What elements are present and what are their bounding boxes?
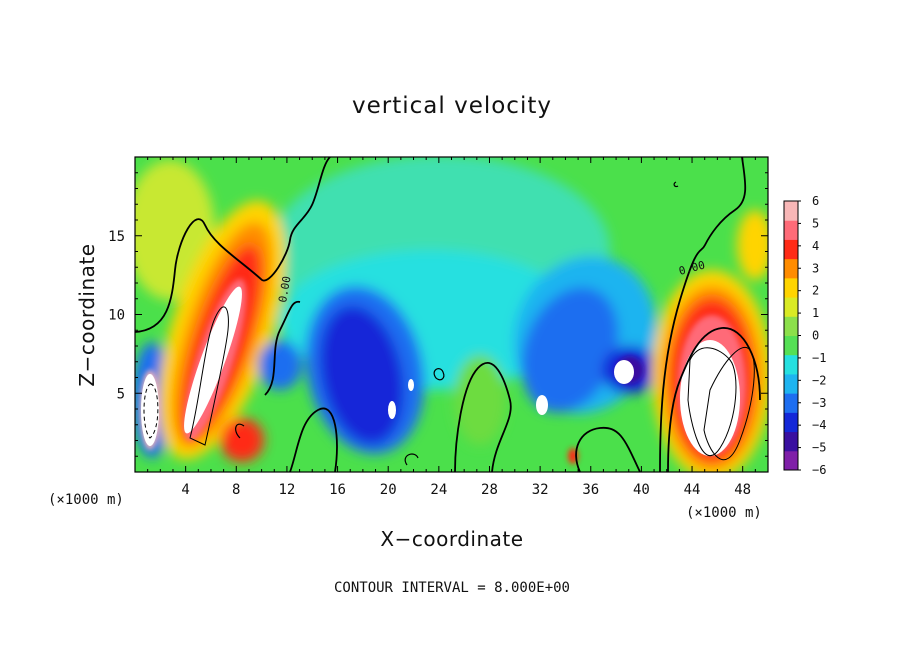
x-tick-label: 8 bbox=[232, 482, 240, 498]
colorbar-swatch bbox=[784, 239, 798, 260]
blob-green-mid bbox=[454, 355, 506, 445]
colorbar-label: 5 bbox=[812, 216, 819, 230]
zero-contour-middle-left bbox=[264, 300, 301, 396]
blob-yellow-right bbox=[737, 210, 768, 280]
colorbar-label: 2 bbox=[812, 284, 819, 298]
colorbar-swatch bbox=[784, 431, 798, 452]
blob-blue-small bbox=[258, 340, 302, 390]
colorbar-label: −2 bbox=[812, 373, 826, 387]
contour-small-3 bbox=[433, 368, 445, 381]
x-tick-label: 32 bbox=[532, 482, 549, 498]
x-axis-label: X−coordinate bbox=[380, 527, 523, 551]
colorbar-swatch bbox=[784, 450, 798, 471]
x-tick-label: 24 bbox=[430, 482, 447, 498]
colorbar-swatch bbox=[784, 373, 798, 394]
x-tick-label: 48 bbox=[734, 482, 751, 498]
colorbar-swatch bbox=[784, 335, 798, 356]
colorbar-swatch bbox=[784, 393, 798, 413]
white-core-small-1 bbox=[388, 401, 396, 419]
contour-right-inner-2 bbox=[703, 347, 755, 461]
blob-red-small bbox=[220, 418, 264, 462]
colorbar-swatch bbox=[784, 220, 798, 240]
x-unit-left: (×1000 m) bbox=[48, 492, 124, 508]
colorbar-label: 4 bbox=[812, 239, 819, 253]
contour-interval-note: CONTOUR INTERVAL = 8.000E+00 bbox=[334, 580, 570, 596]
y-tick-label: 5 bbox=[117, 386, 125, 402]
colorbar-label: 0 bbox=[812, 329, 819, 343]
x-tick-label: 16 bbox=[329, 482, 346, 498]
colorbar-label: −5 bbox=[812, 441, 826, 455]
contour-plume-left bbox=[189, 306, 229, 446]
contour-label-left: 0.00 bbox=[276, 275, 293, 303]
x-axis-ticks: 4 8 12 16 20 24 28 32 36 40 44 48 bbox=[147, 157, 756, 498]
colorbar-swatch bbox=[784, 297, 798, 317]
x-tick-label: 4 bbox=[181, 482, 189, 498]
contour-small-1 bbox=[235, 423, 245, 439]
y-tick-label: 15 bbox=[108, 229, 125, 245]
colorbar-label: 6 bbox=[812, 194, 819, 208]
zero-contour-green-patch bbox=[454, 362, 512, 472]
contours bbox=[135, 157, 761, 472]
colorbar-label: −4 bbox=[812, 418, 826, 432]
x-tick-label: 12 bbox=[278, 482, 295, 498]
white-core-purple bbox=[614, 360, 634, 384]
y-axis-ticks: 5 10 15 bbox=[108, 172, 768, 457]
downdraft-band-1-dark bbox=[320, 306, 404, 444]
colorbar-label: 1 bbox=[812, 306, 819, 320]
heatmap-field: 0.00 0.00 bbox=[135, 157, 768, 472]
y-axis-label: Z−coordinate bbox=[75, 243, 99, 386]
x-tick-label: 44 bbox=[684, 482, 701, 498]
x-tick-label: 28 bbox=[481, 482, 498, 498]
contour-small-2 bbox=[404, 453, 419, 466]
colorbar-swatch bbox=[784, 354, 798, 375]
colorbar-swatch bbox=[784, 201, 798, 221]
y-tick-label: 10 bbox=[108, 308, 125, 324]
colorbar-swatch bbox=[784, 316, 798, 336]
colorbar-swatch bbox=[784, 277, 798, 298]
colorbar-label: −6 bbox=[812, 463, 826, 477]
zero-contour-left bbox=[135, 157, 331, 333]
zero-contour-bottom-2 bbox=[575, 427, 641, 472]
colorbar-label: 3 bbox=[812, 261, 819, 275]
colorbar-swatch bbox=[784, 412, 798, 433]
colorbar: 6 5 4 3 2 1 0 −1 −2 −3 −4 −5 −6 bbox=[783, 194, 826, 477]
colorbar-swatch bbox=[784, 258, 798, 279]
downdraft-band-2-mid bbox=[521, 287, 619, 413]
contour-left-dashed bbox=[143, 383, 159, 439]
x-tick-label: 36 bbox=[582, 482, 599, 498]
colorbar-label: −3 bbox=[812, 396, 826, 410]
contour-small-4 bbox=[673, 181, 679, 188]
white-core-small-3 bbox=[536, 395, 548, 415]
x-unit-right: (×1000 m) bbox=[686, 505, 762, 521]
zero-contour-right bbox=[659, 157, 747, 472]
colorbar-label: −1 bbox=[812, 351, 826, 365]
zero-contour-bottom-1 bbox=[289, 407, 338, 472]
contour-right-inner bbox=[687, 347, 737, 457]
white-core-small-2 bbox=[408, 379, 414, 391]
white-core-right bbox=[680, 340, 740, 456]
chart-title: vertical velocity bbox=[352, 93, 552, 119]
x-tick-label: 20 bbox=[380, 482, 397, 498]
x-tick-label: 40 bbox=[633, 482, 650, 498]
